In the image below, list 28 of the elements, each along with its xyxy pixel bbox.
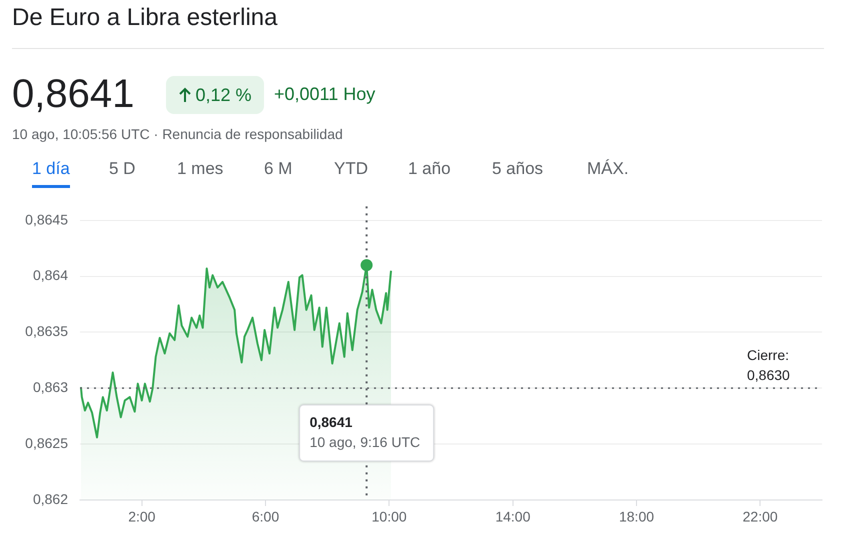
y-tick-label: 0,864 [32, 267, 68, 284]
text: 5 años [492, 159, 544, 180]
x-tick-label: 10:00 [372, 508, 407, 524]
text: 6 M [264, 159, 292, 180]
y-tick-label: 0,8635 [25, 323, 68, 340]
y-tick-label: 0,863 [32, 379, 68, 396]
text: 10 ago, 10:05:56 UTC · Renuncia de responsabilidad [12, 126, 343, 142]
text: MÁX. [587, 159, 629, 180]
x-tick-label: 2:00 [128, 508, 156, 524]
text: 1 día [32, 159, 70, 188]
text: 0,12 % [195, 84, 252, 106]
x-tick-label: 18:00 [618, 508, 654, 524]
text: 1 año [408, 159, 451, 180]
y-tick-label: 0,8625 [25, 434, 68, 451]
x-tick-label: 14:00 [495, 508, 531, 524]
annotation: 0,8641 [310, 414, 353, 430]
text: 0,8641 [12, 72, 134, 116]
text: YTD [334, 159, 368, 180]
y-tick-label: 0,862 [32, 490, 68, 507]
chart-title: De Euro a Libra esterlina [12, 4, 278, 32]
x-tick-label: 22:00 [742, 508, 778, 524]
ref-line-label: Cierre: 0,8630 [747, 347, 790, 384]
text: +0,0011 Hoy [274, 84, 376, 105]
y-tick-label: 0,8645 [25, 211, 68, 228]
text: 1 mes [177, 159, 224, 180]
text: 10 ago, 9:16 UTC [310, 434, 420, 450]
text: 5 D [109, 159, 136, 180]
x-tick-label: 6:00 [252, 508, 280, 524]
